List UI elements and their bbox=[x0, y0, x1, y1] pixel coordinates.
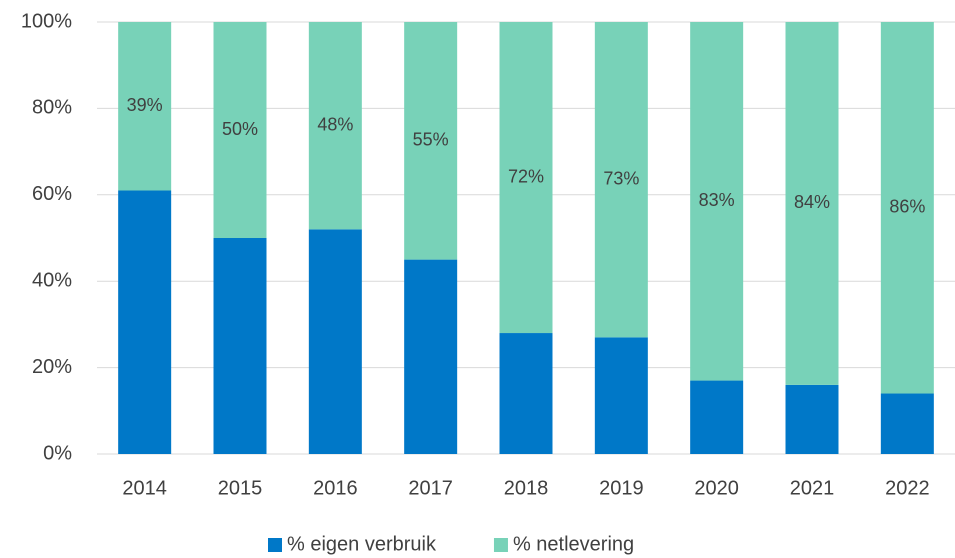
bar-segment bbox=[785, 22, 839, 385]
data-label: 73% bbox=[603, 168, 639, 188]
data-label: 55% bbox=[413, 130, 449, 150]
legend-swatch bbox=[493, 538, 508, 552]
x-tick-label: 2021 bbox=[790, 477, 835, 499]
bar-segment bbox=[404, 259, 458, 454]
legend-label: % netlevering bbox=[513, 533, 634, 555]
x-tick-label: 2015 bbox=[218, 477, 263, 499]
bar-segment bbox=[690, 380, 744, 454]
bar-segment bbox=[308, 22, 362, 230]
bar-segment bbox=[880, 22, 934, 394]
data-label: 83% bbox=[699, 190, 735, 210]
bar-segment bbox=[118, 190, 172, 455]
x-tick-label: 2016 bbox=[313, 477, 358, 499]
bar-segment bbox=[499, 333, 553, 454]
x-tick-label: 2019 bbox=[599, 477, 644, 499]
bar-segment bbox=[404, 22, 458, 260]
bar-segment bbox=[785, 384, 839, 454]
y-tick-label: 40% bbox=[32, 269, 72, 291]
bar-segment bbox=[213, 238, 267, 454]
x-tick-label: 2018 bbox=[504, 477, 549, 499]
bar-segment bbox=[690, 22, 744, 381]
y-tick-label: 20% bbox=[32, 356, 72, 378]
data-label: 50% bbox=[222, 119, 258, 139]
data-label: 86% bbox=[889, 197, 925, 217]
data-label: 48% bbox=[317, 114, 353, 134]
y-tick-label: 0% bbox=[43, 442, 72, 464]
data-label: 84% bbox=[794, 192, 830, 212]
y-tick-label: 80% bbox=[32, 97, 72, 119]
x-tick-label: 2022 bbox=[885, 477, 930, 499]
bar-segment bbox=[594, 22, 648, 338]
legend-label: % eigen verbruik bbox=[287, 533, 437, 555]
bar-segment bbox=[499, 22, 553, 334]
data-label: 39% bbox=[127, 95, 163, 115]
data-label: 72% bbox=[508, 166, 544, 186]
bar-segment bbox=[213, 22, 267, 238]
y-tick-label: 60% bbox=[32, 183, 72, 205]
legend-swatch bbox=[268, 538, 282, 552]
x-tick-label: 2014 bbox=[122, 477, 167, 499]
x-tick-label: 2017 bbox=[408, 477, 453, 499]
bar-segment bbox=[308, 229, 362, 454]
x-tick-label: 2020 bbox=[694, 477, 739, 499]
bar-segment bbox=[594, 337, 648, 454]
bar-segment bbox=[880, 393, 934, 454]
bar-segment bbox=[118, 22, 172, 191]
y-tick-label: 100% bbox=[21, 10, 72, 32]
